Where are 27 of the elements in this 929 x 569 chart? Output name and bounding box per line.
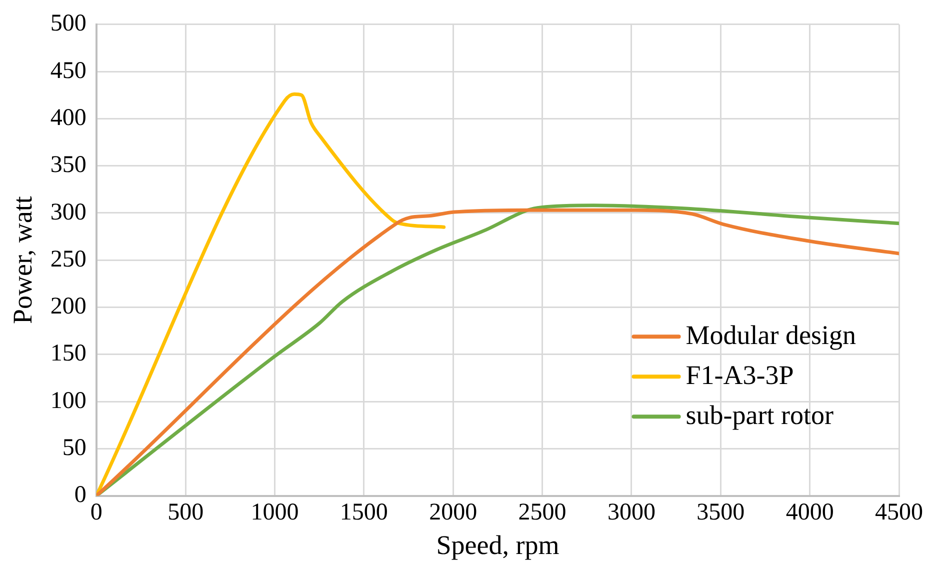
x-tick-label: 4000	[786, 499, 834, 526]
x-tick-label: 1500	[340, 499, 388, 526]
x-tick-label: 2500	[518, 499, 566, 526]
x-tick-label: 500	[168, 499, 204, 526]
x-tick-label: 3000	[607, 499, 656, 526]
y-tick-label: 450	[50, 58, 86, 84]
x-tick-label: 3500	[696, 499, 745, 526]
y-tick-label: 250	[50, 246, 86, 272]
legend-label: Modular design	[686, 320, 856, 350]
line-series	[96, 92, 446, 496]
y-tick-label: 400	[50, 104, 86, 131]
y-tick-label: 50	[62, 434, 86, 461]
y-tick-label: 200	[50, 294, 86, 320]
x-tick-label: 1000	[250, 499, 299, 526]
x-tick-label: 4500	[875, 499, 923, 526]
legend-label: sub-part rotor	[686, 400, 834, 430]
x-axis-title: Speed, rpm	[436, 530, 560, 560]
y-axis-title: Power, watt	[7, 196, 38, 324]
y-tick-label: 350	[50, 152, 86, 178]
y-tick-label: 150	[50, 340, 86, 367]
y-tick-label: 100	[50, 388, 86, 414]
x-tick-label: 2000	[429, 499, 478, 526]
y-tick-label: 500	[50, 10, 86, 37]
legend-label: F1-A3-3P	[686, 360, 794, 390]
y-tick-label: 300	[50, 199, 86, 226]
y-tick-label: 0	[74, 482, 86, 508]
x-tick-label: 0	[90, 499, 102, 526]
